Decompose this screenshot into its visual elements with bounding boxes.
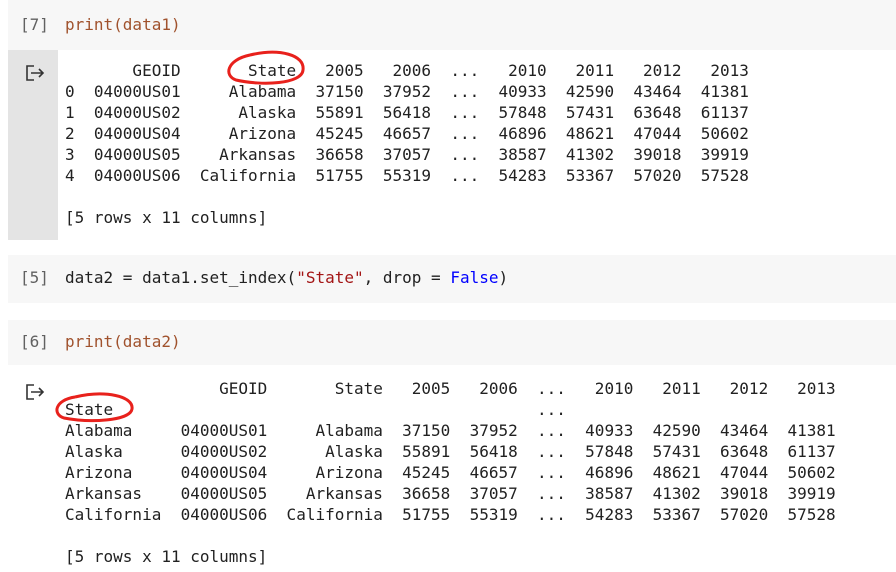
code-token: ): [498, 268, 509, 287]
code-token: print(data1): [65, 15, 181, 34]
output-line: State ...: [65, 400, 836, 419]
code-token: , drop =: [363, 268, 451, 287]
output-footer: [5 rows x 11 columns]: [65, 547, 268, 566]
output-line: Alaska 04000US02 Alaska 55891 56418 ... …: [65, 442, 836, 461]
output-line: 1 04000US02 Alaska 55891 56418 ... 57848…: [65, 103, 749, 122]
annotation-circle: [55, 392, 134, 423]
output-line: 3 04000US05 Arkansas 36658 37057 ... 385…: [65, 145, 749, 164]
output-line: GEOID State 2005 2006 ... 2010 2011 2012…: [65, 61, 749, 80]
code-cell: [8, 255, 896, 303]
code-cell: [8, 0, 896, 50]
code-token: data2 = data1.set_index(: [65, 268, 297, 287]
output-line: Alabama 04000US01 Alabama 37150 37952 ..…: [65, 421, 836, 440]
output-line: 4 04000US06 California 51755 55319 ... 5…: [65, 166, 749, 185]
code-token: print(data2): [65, 332, 181, 351]
output-footer: [5 rows x 11 columns]: [65, 208, 268, 227]
code-input: print(data2): [65, 332, 181, 352]
output-icon[interactable]: [26, 384, 45, 400]
execution-count: [6]: [20, 332, 49, 351]
output-line: Arizona 04000US04 Arizona 45245 46657 ..…: [65, 463, 836, 482]
code-input: print(data1): [65, 15, 181, 35]
code-cell: [8, 320, 896, 365]
execution-count: [7]: [20, 15, 49, 34]
code-token: False: [450, 268, 499, 287]
code-input: data2 = data1.set_index("State", drop = …: [65, 268, 508, 288]
execution-count: [5]: [20, 268, 49, 287]
output-line: Arkansas 04000US05 Arkansas 36658 37057 …: [65, 484, 836, 503]
code-token: "State": [296, 268, 364, 287]
output-gutter: [8, 50, 58, 240]
output-icon[interactable]: [26, 65, 45, 81]
annotation-circle: [227, 50, 305, 85]
output-line: 2 04000US04 Arizona 45245 46657 ... 4689…: [65, 124, 749, 143]
output-line: 0 04000US01 Alabama 37150 37952 ... 4093…: [65, 82, 749, 101]
output-line: California 04000US06 California 51755 55…: [65, 505, 836, 524]
output-line: GEOID State 2005 2006 ... 2010 2011 2012…: [65, 379, 836, 398]
